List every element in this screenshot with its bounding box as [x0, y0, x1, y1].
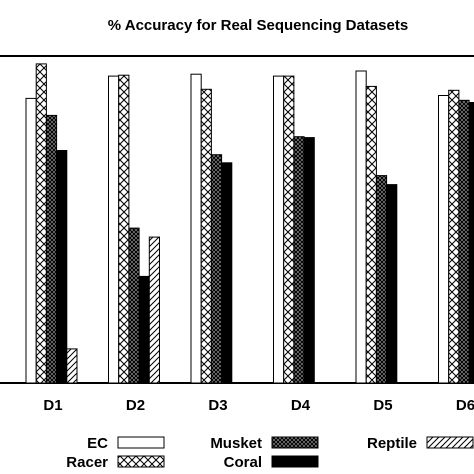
- legend-swatch-reptile: [426, 436, 474, 449]
- x-tick-label: D3: [208, 397, 227, 414]
- bar-d3-ec: [190, 73, 202, 384]
- legend-label-musket: Musket: [210, 435, 262, 452]
- bar-d4-ec: [273, 75, 285, 384]
- x-tick-label: D1: [43, 397, 62, 414]
- bar-d2-racer: [118, 74, 130, 384]
- bar-d2-coral: [138, 275, 150, 384]
- bar-d1-coral: [56, 150, 68, 384]
- bar-d5-musket: [375, 175, 388, 384]
- bar-d1-reptile: [66, 348, 78, 384]
- bar-d3-coral: [221, 162, 233, 384]
- legend-swatch-musket: [271, 436, 319, 449]
- legend-swatch-racer: [117, 455, 165, 468]
- bar-d2-musket: [128, 227, 140, 384]
- bar-d6-musket: [458, 99, 470, 384]
- bar-d2-ec: [108, 75, 120, 384]
- x-tick-label: D2: [126, 397, 145, 414]
- x-tick-labels: D1 D2 D3 D4 D5 D6: [43, 397, 474, 414]
- bar-d4-racer: [283, 75, 295, 384]
- x-tick-label: D5: [373, 397, 392, 414]
- bar-d5-coral: [386, 184, 398, 384]
- bar-d3-racer: [200, 88, 212, 384]
- bar-d4-musket: [293, 136, 305, 384]
- legend-label-racer: Racer: [66, 454, 108, 471]
- bar-d2-reptile: [148, 236, 161, 384]
- x-tick-label: D4: [291, 397, 311, 414]
- bar-d1-racer: [35, 63, 47, 384]
- bar-d6-racer: [448, 89, 460, 384]
- bar-d6-coral: [468, 102, 474, 384]
- bar-d1-musket: [45, 114, 58, 384]
- bar-d6-ec: [438, 95, 450, 384]
- chart-title: % Accuracy for Real Sequencing Datasets: [108, 17, 408, 34]
- bar-d5-ec: [355, 70, 367, 384]
- legend-swatch-coral: [271, 455, 319, 468]
- bar-d1-ec: [25, 97, 37, 384]
- bar-d5-racer: [365, 85, 377, 384]
- legend-swatch-ec: [117, 436, 165, 449]
- legend-label-coral: Coral: [224, 454, 262, 471]
- legend-label-ec: EC: [87, 435, 108, 452]
- bar-d4-coral: [303, 137, 315, 384]
- bars-group: [25, 63, 474, 384]
- legend-label-reptile: Reptile: [367, 435, 417, 452]
- bar-d3-musket: [210, 154, 223, 384]
- x-tick-label: D6: [456, 397, 474, 414]
- legend: EC Racer Musket Coral Reptile: [66, 435, 474, 471]
